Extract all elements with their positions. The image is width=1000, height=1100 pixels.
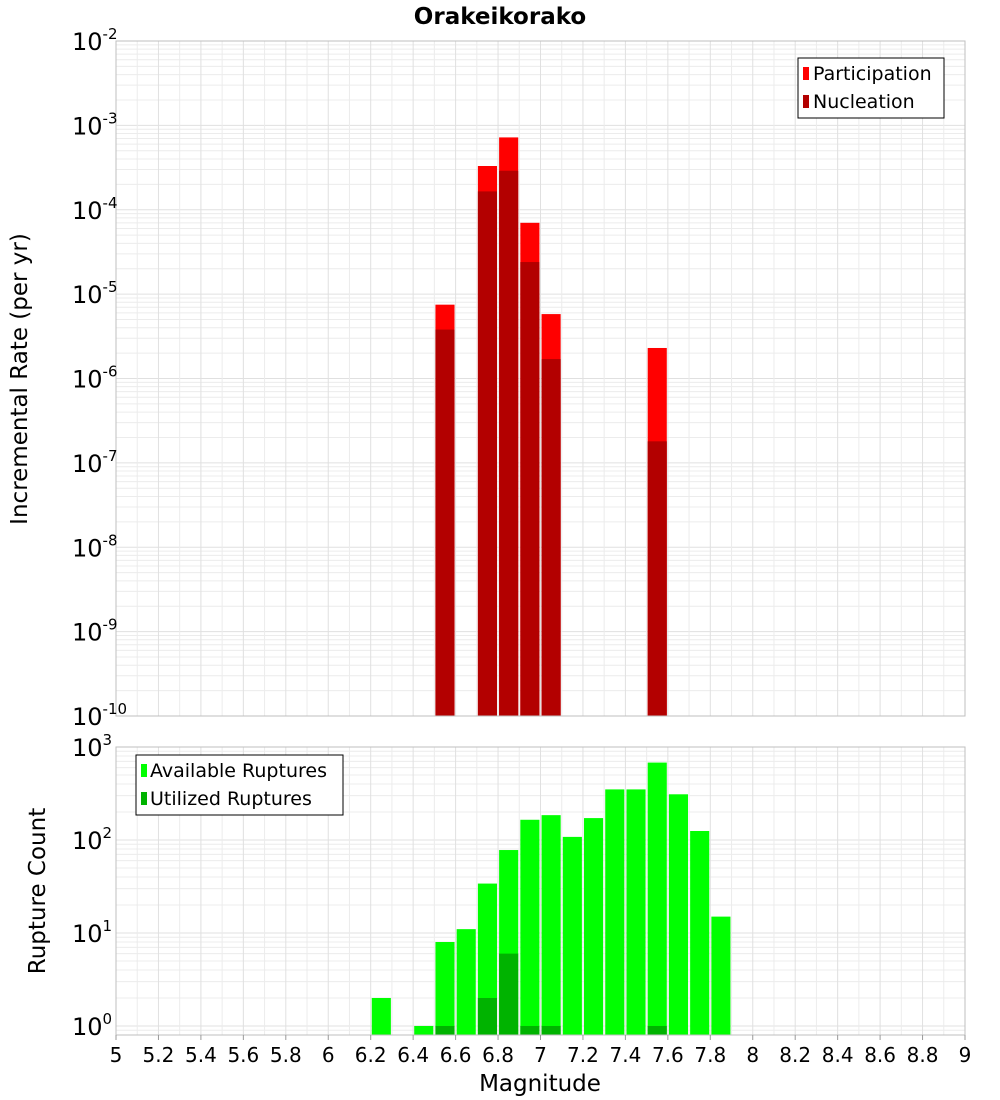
x-tick-label: 8.6 [864, 1043, 896, 1067]
x-tick-label: 7.4 [609, 1043, 641, 1067]
count-y-tick-label: 100 [72, 1010, 112, 1041]
count-bar-utilized-ruptures [435, 1025, 455, 1035]
count-plot-panel: 100 101 102 103 5 5.2 5.4 5.6 5.8 6 6.2 6.4 6.6 6.8 7… [25, 731, 971, 1097]
legend-swatch-utilized [141, 792, 147, 805]
count-bar-available-ruptures [456, 929, 476, 1035]
rate-y-axis-label: Incremental Rate (per yr) [7, 233, 33, 525]
count-bar-utilized-ruptures [647, 1025, 667, 1035]
x-tick-label: 7.2 [567, 1043, 599, 1067]
count-bar-available-ruptures [668, 794, 689, 1035]
rate-plot-bars [435, 137, 667, 717]
x-tick-label: 6.2 [355, 1043, 387, 1067]
rate-bar-nucleation [541, 359, 561, 716]
x-axis-label: Magnitude [479, 1071, 601, 1097]
rate-y-tick-label: 10-4 [72, 194, 118, 225]
x-tick-label: 6 [322, 1043, 335, 1067]
count-bar-available-ruptures [562, 836, 582, 1035]
x-tick-label: 5.2 [143, 1043, 175, 1067]
x-tick-label: 8.4 [822, 1043, 854, 1067]
count-y-axis-label: Rupture Count [25, 808, 51, 974]
count-y-tick-labels: 100 101 102 103 [72, 731, 112, 1041]
rate-bar-nucleation [520, 262, 540, 716]
legend-swatch-nucleation [803, 95, 809, 108]
count-bar-available-ruptures [414, 1025, 434, 1035]
x-tick-labels: 5 5.2 5.4 5.6 5.8 6 6.2 6.4 6.6 6.8 7 7.2 7.4 7.6 7.8 8… [110, 1035, 972, 1067]
x-tick-label: 7 [534, 1043, 547, 1067]
rate-bar-nucleation [647, 441, 667, 716]
count-bar-available-ruptures [605, 789, 625, 1035]
legend-label-participation: Participation [813, 63, 932, 85]
x-tick-label: 5.6 [227, 1043, 259, 1067]
x-tick-label: 8 [746, 1043, 759, 1067]
x-tick-label: 8.2 [779, 1043, 811, 1067]
rate-y-tick-label: 10-2 [72, 25, 118, 56]
rate-y-tick-label: 10-3 [72, 109, 118, 140]
rate-plot-grid [115, 41, 966, 717]
rate-bar-nucleation [435, 329, 455, 716]
rate-y-tick-label: 10-5 [72, 278, 118, 309]
rate-y-tick-label: 10-10 [72, 700, 127, 731]
count-plot-bars [371, 762, 731, 1035]
x-tick-label: 5.4 [185, 1043, 217, 1067]
count-legend-box [135, 754, 344, 816]
count-y-tick-label: 102 [72, 824, 112, 855]
count-bar-available-ruptures [626, 789, 646, 1035]
rate-legend: Participation Nucleation [797, 57, 945, 119]
count-y-tick-label: 101 [72, 917, 112, 948]
count-bar-available-ruptures [690, 830, 710, 1035]
rate-y-tick-label: 10-6 [72, 363, 118, 394]
count-bar-utilized-ruptures [477, 997, 497, 1035]
x-tick-label: 5 [110, 1043, 123, 1067]
count-bar-available-ruptures [371, 997, 391, 1035]
count-bar-available-ruptures [584, 818, 604, 1035]
rate-plot-border [115, 40, 966, 717]
count-bar-utilized-ruptures [520, 1025, 540, 1035]
legend-swatch-participation [803, 67, 809, 80]
rate-bar-nucleation [499, 170, 519, 716]
count-bar-available-ruptures [435, 942, 455, 1035]
count-y-tick-label: 103 [72, 731, 112, 762]
legend-swatch-available [141, 764, 147, 777]
x-tick-label: 8.8 [907, 1043, 939, 1067]
x-tick-label: 7.8 [694, 1043, 726, 1067]
rate-legend-box [797, 57, 945, 119]
rate-y-tick-label: 10-9 [72, 616, 118, 647]
count-legend: Available Ruptures Utilized Ruptures [135, 754, 344, 816]
count-bar-available-ruptures [520, 819, 540, 1035]
count-bar-available-ruptures [541, 815, 561, 1035]
count-bar-utilized-ruptures [499, 953, 519, 1035]
x-tick-label: 6.6 [440, 1043, 472, 1067]
x-tick-label: 5.8 [270, 1043, 302, 1067]
x-tick-label: 6.8 [482, 1043, 514, 1067]
rate-y-tick-label: 10-7 [72, 447, 118, 478]
rate-bar-nucleation [477, 191, 497, 717]
legend-label-utilized: Utilized Ruptures [150, 788, 312, 810]
rate-y-tick-labels: 10-10 10-9 10-8 10-7 10-6 10-5 10-4 10-3 10-2 [72, 25, 127, 731]
chart-title: Orakeikorako [414, 4, 586, 30]
legend-label-available: Available Ruptures [150, 760, 327, 782]
rate-y-tick-label: 10-8 [72, 531, 118, 562]
count-bar-utilized-ruptures [541, 1025, 561, 1035]
x-tick-label: 9 [959, 1043, 972, 1067]
count-bar-available-ruptures [711, 916, 731, 1035]
legend-label-nucleation: Nucleation [813, 91, 915, 113]
rate-plot-panel: 10-10 10-9 10-8 10-7 10-6 10-5 10-4 10-3 10-2 In… [7, 25, 966, 731]
x-tick-label: 7.6 [652, 1043, 684, 1067]
count-bar-available-ruptures [477, 883, 497, 1035]
count-bar-available-ruptures [647, 762, 667, 1035]
x-tick-label: 6.4 [397, 1043, 429, 1067]
